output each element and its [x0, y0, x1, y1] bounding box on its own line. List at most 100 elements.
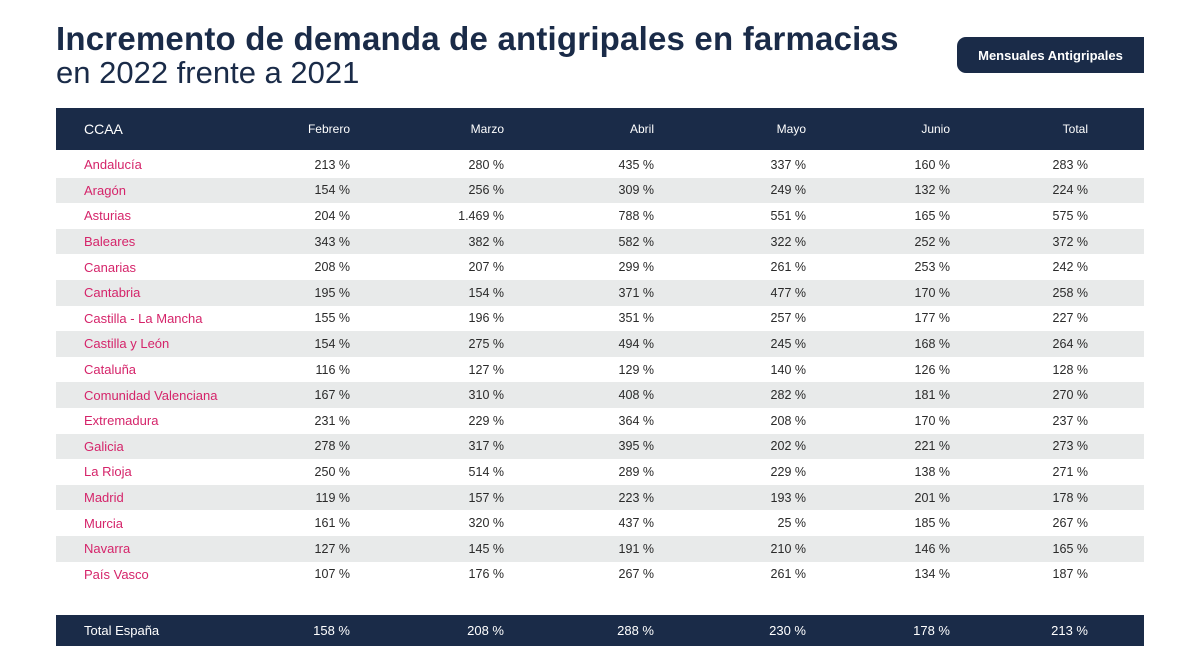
table-cell: 343 %	[314, 234, 350, 249]
region-name: Galicia	[84, 438, 124, 454]
table-cell: 229 %	[770, 464, 806, 479]
table-cell: 116 %	[315, 362, 350, 377]
table-cell: 119 %	[315, 490, 350, 505]
table-cell: 128 %	[1052, 362, 1088, 377]
region-name: Andalucía	[84, 157, 142, 173]
total-cell: 158 %	[313, 623, 350, 638]
table-cell: 264 %	[1052, 336, 1088, 351]
table-cell: 207 %	[468, 260, 504, 275]
table-cell: 237 %	[1052, 413, 1088, 428]
region-name: Castilla y León	[84, 336, 170, 352]
table-row: Galicia 278 % 317 % 395 % 202 % 221 % 273 %	[56, 433, 1144, 460]
region-name: Aragón	[84, 182, 126, 198]
table-cell: 364 %	[618, 413, 654, 428]
table-cell: 170 %	[914, 413, 950, 428]
total-cell: 213 %	[1051, 623, 1088, 638]
table-cell: 231 %	[314, 413, 350, 428]
table-cell: 168 %	[914, 336, 950, 351]
table-row: Canarias 208 % 207 % 299 % 261 % 253 % 242 %	[56, 254, 1144, 280]
total-cell: 230 %	[769, 623, 806, 638]
table-cell: 271 %	[1052, 464, 1088, 479]
table-row: Aragón 154 % 256 % 309 % 249 % 132 % 224 %	[56, 177, 1144, 204]
table-row: Castilla y León 154 % 275 % 494 % 245 % 168 %…	[56, 331, 1144, 357]
table-cell: 177 %	[914, 311, 950, 326]
table-cell: 257 %	[770, 311, 806, 326]
table-cell: 127 %	[468, 362, 504, 377]
table-cell: 242 %	[1052, 260, 1088, 275]
table-cell: 395 %	[618, 439, 654, 454]
table-cell: 278 %	[314, 439, 350, 454]
table-cell: 280 %	[468, 157, 504, 172]
table-cell: 107 %	[314, 567, 350, 582]
table-cell: 575 %	[1052, 208, 1088, 223]
table-cell: 256 %	[468, 183, 504, 198]
table-cell: 223 %	[618, 490, 654, 505]
table-cell: 155 %	[314, 311, 350, 326]
total-label: Total España	[84, 623, 160, 638]
table-cell: 273 %	[1052, 439, 1088, 454]
header-ccaa: CCAA	[84, 121, 123, 137]
table-cell: 261 %	[770, 260, 806, 275]
table-cell: 187 %	[1052, 567, 1088, 582]
table-cell: 494 %	[618, 336, 654, 351]
region-name: Canarias	[84, 259, 137, 275]
table-cell: 176 %	[468, 567, 504, 582]
table-cell: 208 %	[770, 413, 806, 428]
table-body: Andalucía 213 % 280 % 435 % 337 % 160 % 283 % A…	[56, 152, 1144, 587]
table-cell: 582 %	[618, 234, 654, 249]
region-name: Navarra	[84, 541, 131, 557]
table-cell: 788 %	[618, 208, 654, 223]
table-cell: 372 %	[1052, 234, 1088, 249]
table-cell: 283 %	[1052, 157, 1088, 172]
table-cell: 435 %	[618, 157, 654, 172]
table-cell: 145 %	[468, 541, 504, 556]
table-row: Baleares 343 % 382 % 582 % 322 % 252 % 372 %	[56, 228, 1144, 255]
header-total: Total	[1062, 122, 1088, 136]
total-cell: 288 %	[617, 623, 654, 638]
table-cell: 261 %	[770, 567, 806, 582]
table-cell: 129 %	[618, 362, 654, 377]
table-cell: 210 %	[770, 541, 806, 556]
table-row: Madrid 119 % 157 % 223 % 193 % 201 % 178 %	[56, 484, 1144, 511]
table-cell: 140 %	[770, 362, 806, 377]
table-cell: 160 %	[914, 157, 950, 172]
table-cell: 126 %	[914, 362, 950, 377]
table-cell: 309 %	[618, 183, 654, 198]
table-cell: 132 %	[914, 183, 950, 198]
table-cell: 282 %	[770, 388, 806, 403]
table-cell: 146 %	[914, 541, 950, 556]
table-row: Murcia 161 % 320 % 437 % 25 % 185 % 267 %	[56, 510, 1144, 536]
table-cell: 202 %	[770, 439, 806, 454]
table-row: Asturias 204 % 1.469 % 788 % 551 % 165 % 575 %	[56, 203, 1144, 229]
table-row: Castilla - La Mancha 155 % 196 % 351 % 257 %…	[56, 306, 1144, 332]
table-cell: 270 %	[1052, 388, 1088, 403]
table-cell: 382 %	[468, 234, 504, 249]
table-cell: 245 %	[770, 336, 806, 351]
table-row: Andalucía 213 % 280 % 435 % 337 % 160 % 283 %	[56, 152, 1144, 178]
table-cell: 551 %	[770, 208, 806, 223]
header-mayo: Mayo	[776, 122, 806, 136]
table-cell: 258 %	[1052, 285, 1088, 300]
header-abril: Abril	[629, 122, 654, 136]
table-header: CCAA Febrero Marzo Abril Mayo Junio Tota…	[56, 108, 1144, 150]
table-cell: 514 %	[468, 464, 504, 479]
region-name: Murcia	[84, 515, 124, 531]
table-cell: 227 %	[1052, 311, 1088, 326]
table-cell: 477 %	[770, 285, 806, 300]
table-cell: 185 %	[914, 516, 950, 531]
table-row: Extremadura 231 % 229 % 364 % 208 % 170 % 237 …	[56, 408, 1144, 434]
table-cell: 138 %	[914, 464, 950, 479]
table-cell: 178 %	[1052, 490, 1088, 505]
table-row: País Vasco 107 % 176 % 267 % 261 % 134 % 187 %	[56, 562, 1144, 588]
table-cell: 408 %	[618, 388, 654, 403]
region-name: País Vasco	[84, 566, 149, 582]
table-cell: 267 %	[618, 567, 654, 582]
table-cell: 1.469 %	[458, 208, 504, 223]
table-cell: 25 %	[777, 516, 807, 531]
total-cell: 178 %	[913, 623, 950, 638]
table-cell: 127 %	[314, 541, 350, 556]
table-cell: 157 %	[468, 490, 504, 505]
table-cell: 221 %	[914, 439, 950, 454]
table-cell: 289 %	[618, 464, 654, 479]
page-subtitle: en 2022 frente a 2021	[56, 55, 360, 90]
